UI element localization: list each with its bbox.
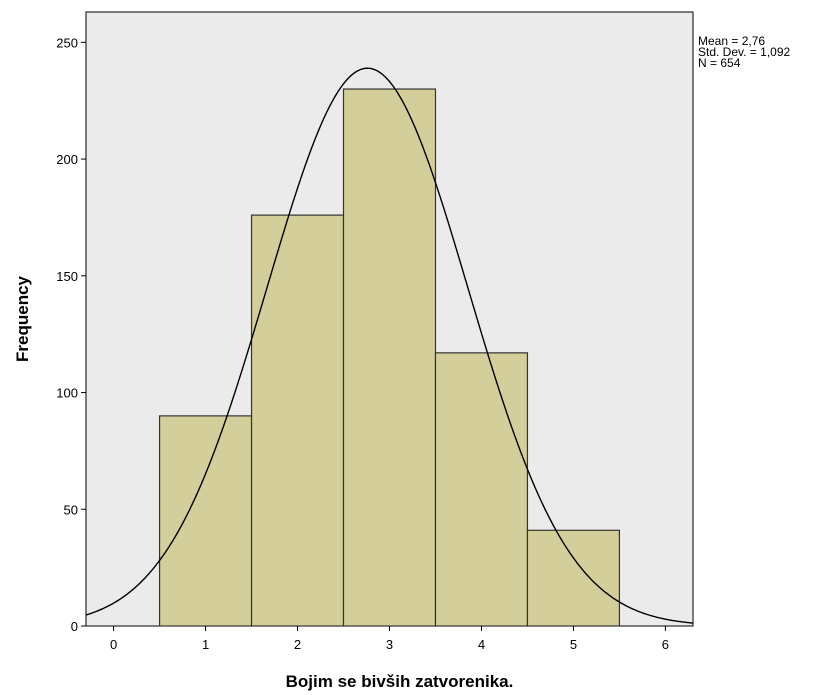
histogram-bar	[342, 88, 437, 627]
statistics-legend: Mean = 2,76 Std. Dev. = 1,092 N = 654	[698, 34, 791, 70]
y-tick-label: 200	[56, 152, 78, 167]
histogram-bar	[250, 214, 345, 627]
mean-label: Mean = 2,76	[698, 34, 766, 48]
x-tick-label: 4	[478, 637, 485, 652]
histogram-bar	[526, 529, 621, 627]
x-tick-label: 6	[662, 637, 669, 652]
y-tick-label: 0	[71, 619, 78, 634]
normal-curve	[85, 67, 694, 624]
histogram-bar	[434, 352, 529, 627]
x-tick-label: 0	[110, 637, 117, 652]
y-tick-label: 150	[56, 269, 78, 284]
bars-group	[158, 88, 621, 627]
x-tick-label: 3	[386, 637, 393, 652]
x-tick-label: 5	[570, 637, 577, 652]
x-tick-label: 2	[294, 637, 301, 652]
std-dev-label: Std. Dev. = 1,092	[698, 45, 791, 59]
x-axis-title: Bojim se bivših zatvorenika.	[286, 672, 514, 691]
x-tick-label: 1	[202, 637, 209, 652]
axes-group: 0 1 2 3 4 5 6 0 50 100 150 200 250	[56, 35, 669, 652]
y-tick-label: 50	[64, 502, 78, 517]
y-tick-label: 250	[56, 35, 78, 50]
y-axis-title: Frequency	[13, 275, 32, 362]
n-label: N = 654	[698, 56, 741, 70]
y-tick-label: 100	[56, 386, 78, 401]
histogram-bar	[158, 415, 253, 627]
